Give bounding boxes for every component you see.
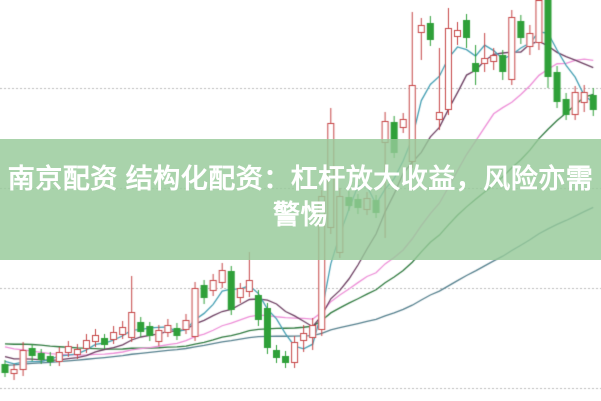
headline-banner: 南京配资 结构化配资：杠杆放大收益，风险亦需 警惕 — [0, 139, 601, 260]
headline-line-1: 南京配资 结构化配资：杠杆放大收益，风险亦需 — [7, 164, 594, 194]
headline-line-2: 警惕 — [273, 200, 328, 230]
